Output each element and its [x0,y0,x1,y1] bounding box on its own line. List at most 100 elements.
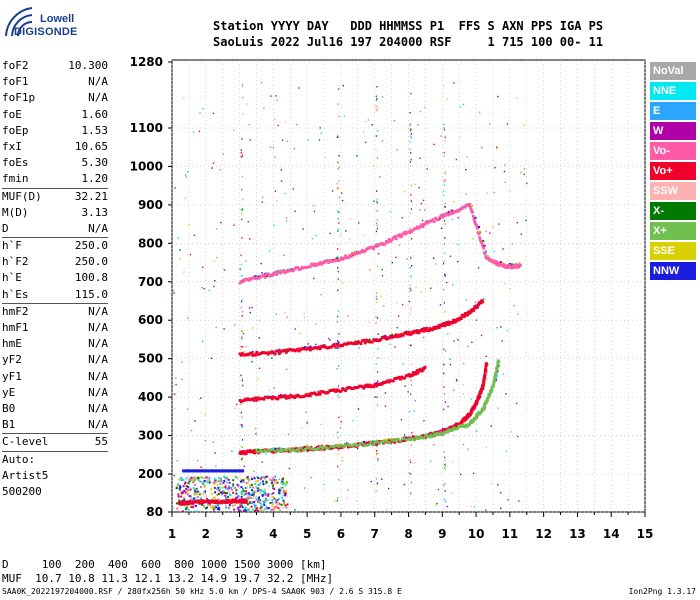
echo-noise-dot [462,103,465,106]
param-value: N/A [88,369,108,383]
interference-dot [375,292,378,294]
trace-echo-dot [406,332,409,336]
trace-echo-dot [392,439,396,442]
trace-echo-dot [317,345,321,349]
trace-echo-dot [270,397,274,401]
echo-noise-dot [271,357,273,359]
trace-echo-dot [330,389,333,392]
interference-dot [241,315,243,317]
trace-echo-dot [198,501,202,505]
trace-echo-dot [373,382,377,386]
interference-dot [241,86,243,88]
es-echo-dot [214,496,217,499]
interference-dot [337,278,339,280]
interference-dot [443,260,445,263]
interference-dot [337,385,340,387]
es-echo-dot [199,485,202,488]
echo-noise-dot [339,427,342,429]
trace-echo-dot [334,345,338,349]
interference-dot [375,135,377,137]
trace-echo-dot [466,416,470,419]
es-trace-dot [207,469,211,473]
trace-echo-dot [361,443,364,446]
trace-echo-dot [411,228,415,232]
interference-dot [241,457,243,460]
es-echo-dot [263,476,266,479]
interference-dot [444,459,446,462]
trace-echo-dot [424,433,428,437]
echo-noise-dot [303,316,306,319]
interference-dot [337,340,339,343]
trace-echo-dot [372,338,376,342]
trace-echo-dot [415,369,419,372]
trace-echo-dot [309,345,312,348]
param-name: D [2,221,9,235]
trace-echo-dot [377,440,381,443]
es-echo-dot [246,475,249,478]
trace-echo-dot [293,447,297,451]
echo-noise-dot [455,158,458,161]
es-echo-dot [246,482,249,485]
interference-dot [376,227,378,230]
es-echo-dot [232,483,235,486]
trace-echo-dot [279,271,283,275]
interference-dot [444,140,446,143]
trace-echo-dot [411,373,414,377]
trace-echo-dot [348,342,352,345]
trace-echo-dot [431,435,435,439]
es-echo-dot [279,488,282,491]
trace-echo-dot [513,263,517,267]
es-echo-dot [253,500,256,503]
trace-echo-dot [318,261,322,264]
trace-echo-dot [255,276,259,280]
echo-noise-dot [371,124,373,126]
es-echo-dot [240,493,243,496]
es-echo-dot [257,477,260,480]
trace-echo-dot [311,392,315,395]
es-echo-dot [224,486,227,489]
echo-noise-dot [485,446,487,449]
trace-echo-dot [352,253,356,257]
param-value: 5.30 [81,156,109,170]
trace-echo-dot [349,341,353,345]
echo-noise-dot [403,483,405,486]
es-echo-dot [256,489,259,492]
interference-dot [338,180,340,183]
trace-echo-dot [437,433,440,437]
echo-noise-dot [362,234,365,237]
es-echo-dot [221,486,224,489]
interference-dot [409,148,411,151]
es-echo-dot [264,483,267,486]
param-row-hmf2: hmF2 N/A [2,304,110,320]
interference-dot [338,449,340,452]
trace-echo-dot [349,255,353,258]
echo-noise-dot [251,327,254,329]
trace-echo-dot [275,351,278,354]
echo-noise-dot [261,272,263,274]
es-echo-dot [274,479,277,482]
es-echo-dot [186,490,189,493]
echo-noise-dot [462,393,464,395]
trace-echo-dot [460,207,464,210]
interference-dot [444,179,446,182]
echo-noise-dot [462,443,465,446]
y-tick-label: 200 [138,467,163,481]
interference-dot [409,127,411,130]
trace-echo-dot [389,379,392,383]
trace-echo-dot [358,384,362,388]
trace-echo-dot [428,219,432,223]
es-echo-dot [235,492,238,495]
es-echo-dot [269,501,272,504]
echo-noise-dot [436,502,438,505]
es-echo-dot [231,485,234,488]
trace-echo-dot [310,392,314,395]
echo-noise-dot [273,118,276,120]
trace-echo-dot [308,448,312,451]
trace-echo-dot [324,391,328,395]
param-value: 1.60 [81,107,109,121]
echo-noise-dot [401,303,404,306]
trace-echo-dot [335,342,339,346]
echo-noise-dot [305,350,308,352]
echo-noise-dot [471,341,473,344]
es-echo-dot [240,491,243,494]
